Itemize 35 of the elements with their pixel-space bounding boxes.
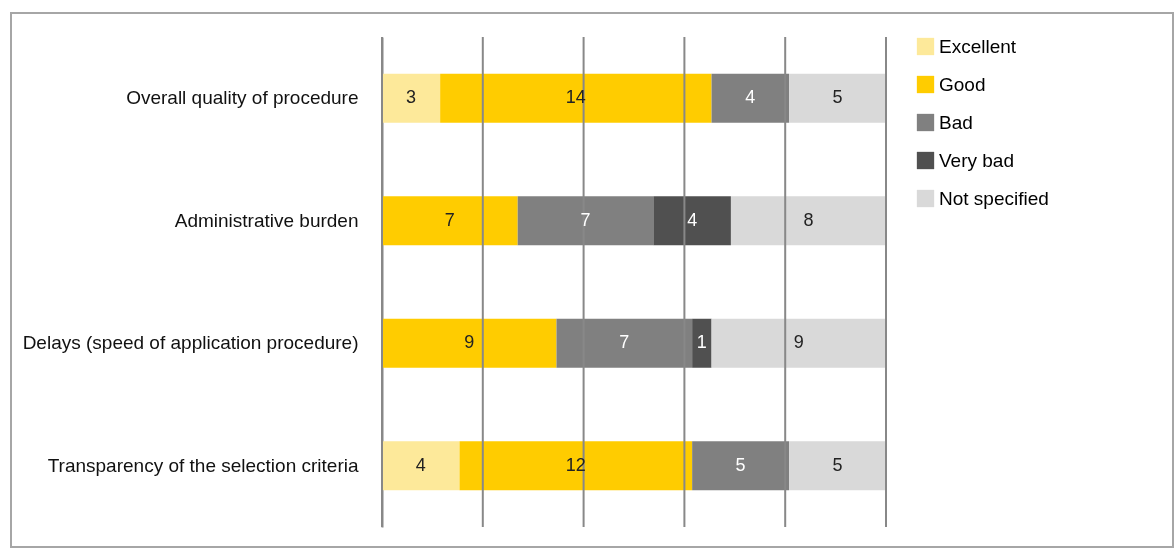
data-label: 3 — [406, 87, 417, 108]
bar — [382, 318, 557, 368]
data-label: 4 — [687, 209, 698, 230]
legend-label: Not specified — [939, 187, 1049, 209]
data-label: 1 — [696, 332, 707, 353]
bar — [789, 441, 886, 491]
y-tick-label: Delays (speed of application procedure) — [22, 332, 359, 354]
bar — [789, 73, 886, 123]
bar — [382, 73, 441, 123]
y-tick-label: Overall quality of procedure — [126, 87, 359, 109]
bar — [692, 318, 712, 368]
data-label: 7 — [580, 209, 591, 230]
bar — [382, 441, 460, 491]
data-label: 5 — [832, 454, 843, 475]
legend-label: Bad — [939, 111, 973, 133]
data-label: 8 — [803, 209, 814, 230]
y-tick-label: Transparency of the selection criteria — [47, 454, 359, 476]
bar — [459, 441, 693, 491]
data-label: 7 — [619, 332, 630, 353]
legend-label: Excellent — [939, 35, 1017, 57]
bar — [440, 73, 712, 123]
bar — [730, 196, 886, 246]
data-label: 4 — [415, 454, 426, 475]
bar — [382, 196, 518, 246]
y-tick-label: Administrative burden — [174, 209, 359, 231]
data-label: 7 — [444, 209, 455, 230]
data-label: 5 — [735, 454, 746, 475]
data-label: 4 — [745, 87, 756, 108]
bar — [653, 196, 731, 246]
data-label: 9 — [464, 332, 475, 353]
legend-label: Good — [939, 73, 986, 95]
data-label: 5 — [832, 87, 843, 108]
bar — [711, 318, 886, 368]
legend-label: Very bad — [939, 149, 1014, 171]
data-label: 9 — [793, 332, 804, 353]
